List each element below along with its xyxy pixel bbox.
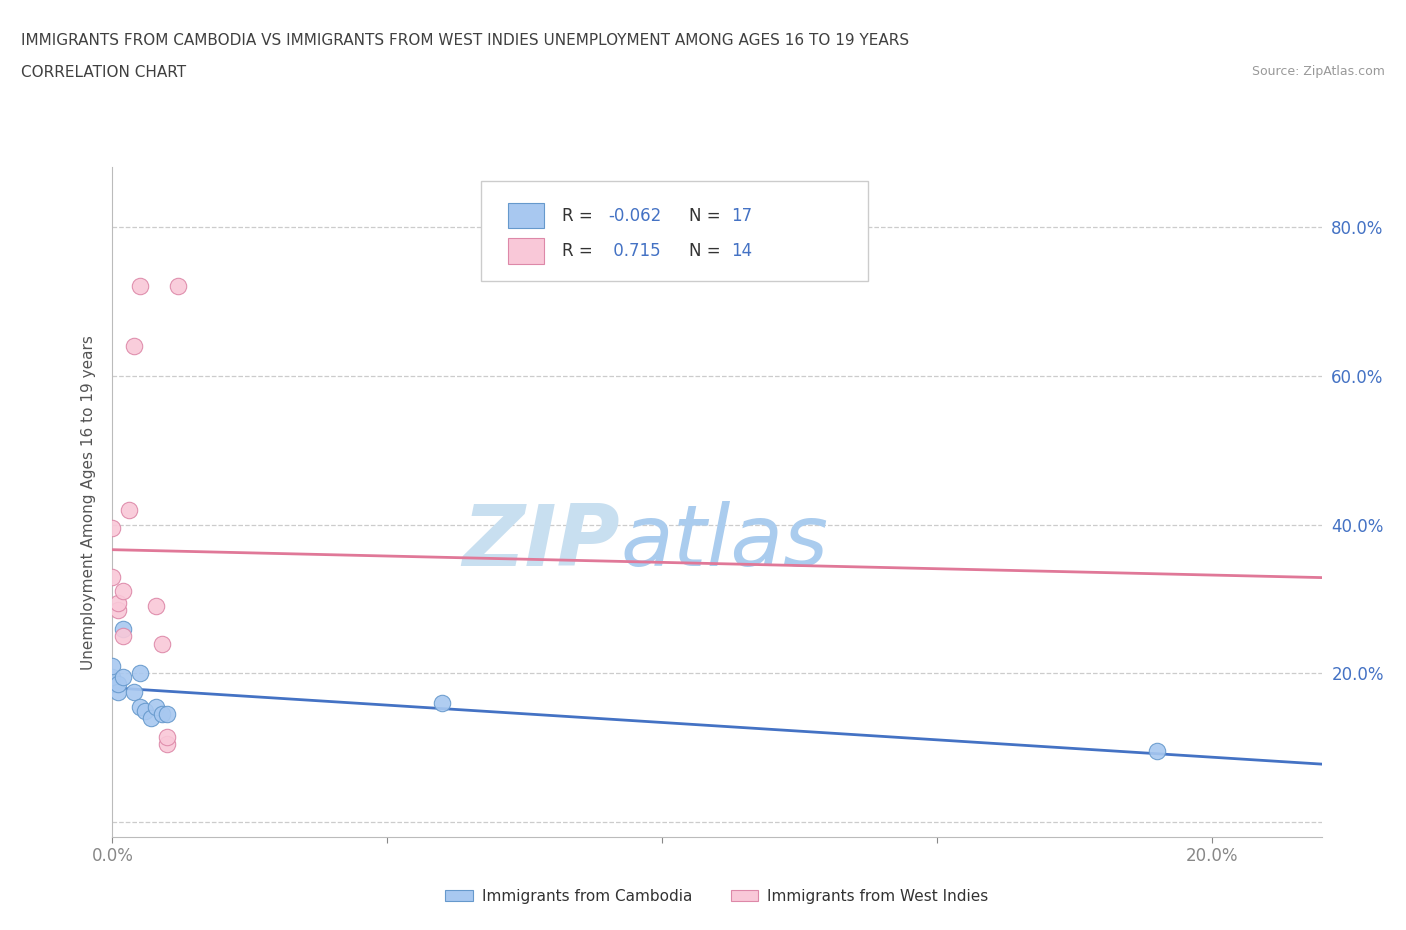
FancyBboxPatch shape [481,180,868,281]
Text: 14: 14 [731,242,752,260]
Text: -0.062: -0.062 [609,206,661,225]
Point [107,595,129,610]
Point [112,670,135,684]
FancyBboxPatch shape [508,238,544,264]
Text: 17: 17 [731,206,752,225]
Y-axis label: Unemployment Among Ages 16 to 19 years: Unemployment Among Ages 16 to 19 years [80,335,96,670]
Point [139,711,162,725]
Point [101,658,124,673]
Point [101,677,124,692]
Point [101,521,124,536]
Text: N =: N = [689,242,725,260]
Point [145,699,167,714]
FancyBboxPatch shape [508,203,544,229]
Text: ZIP: ZIP [463,501,620,584]
Point [112,629,135,644]
Point [101,670,124,684]
Point [167,279,190,294]
Point [156,729,179,744]
Point [101,569,124,584]
Point [124,339,146,353]
Point [107,684,129,699]
Text: N =: N = [689,206,725,225]
Text: CORRELATION CHART: CORRELATION CHART [21,65,186,80]
Point [432,696,454,711]
Text: atlas: atlas [620,501,828,584]
Point [150,636,173,651]
Point [107,603,129,618]
Text: R =: R = [562,206,599,225]
Point [1146,744,1168,759]
Point [118,502,141,517]
Text: IMMIGRANTS FROM CAMBODIA VS IMMIGRANTS FROM WEST INDIES UNEMPLOYMENT AMONG AGES : IMMIGRANTS FROM CAMBODIA VS IMMIGRANTS F… [21,33,910,47]
Point [129,666,152,681]
Point [124,684,146,699]
Point [145,599,167,614]
Text: 0.715: 0.715 [609,242,661,260]
Point [150,707,173,722]
Text: Source: ZipAtlas.com: Source: ZipAtlas.com [1251,65,1385,78]
Point [112,621,135,636]
Point [156,707,179,722]
Legend: Immigrants from Cambodia, Immigrants from West Indies: Immigrants from Cambodia, Immigrants fro… [439,883,995,910]
Point [112,584,135,599]
Point [129,699,152,714]
Text: R =: R = [562,242,599,260]
Point [107,677,129,692]
Point [156,737,179,751]
Point [134,703,156,718]
Point [129,279,152,294]
